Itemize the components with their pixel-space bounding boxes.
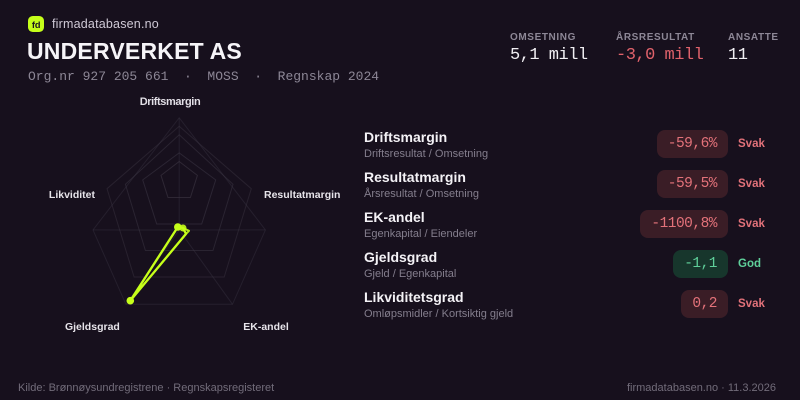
svg-text:EK-andel: EK-andel (243, 321, 289, 333)
svg-text:Resultatmargin: Resultatmargin (264, 189, 340, 201)
svg-text:Likviditet: Likviditet (49, 189, 96, 201)
svg-text:Gjeldsgrad: Gjeldsgrad (65, 321, 120, 333)
svg-text:fd: fd (32, 20, 41, 30)
